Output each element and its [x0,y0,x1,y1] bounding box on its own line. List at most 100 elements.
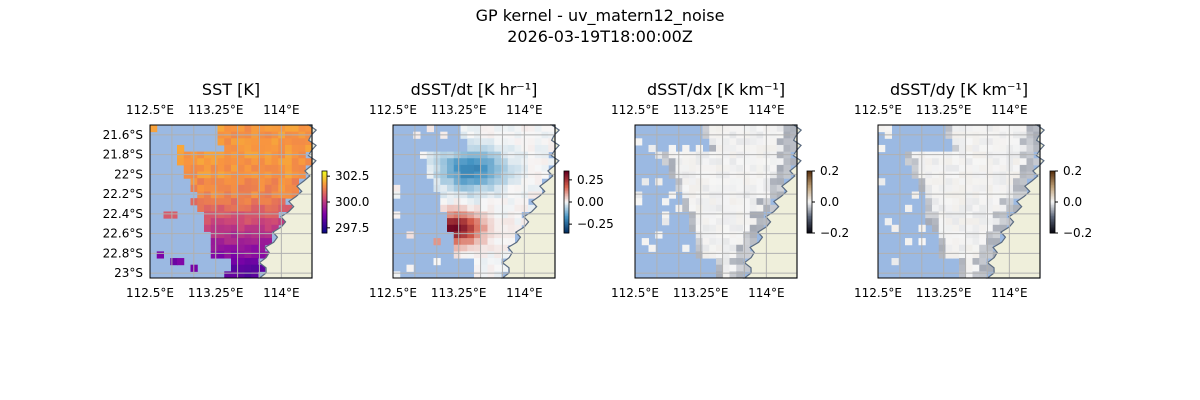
heatmap-cell [749,158,757,166]
heatmap-cell [709,125,717,133]
heatmap-cell [251,211,259,219]
heatmap-cell [494,224,502,232]
heatmap-cell [501,125,509,133]
heatmap-cell [635,198,643,206]
heatmap-cell [979,244,987,252]
heatmap-cell [979,251,987,259]
heatmap-cell [979,151,987,159]
colorbar-segment [807,208,812,211]
heatmap-cell [911,191,919,199]
heatmap-cell [716,184,724,193]
heatmap-cell [271,191,279,199]
heatmap-cell [170,211,178,219]
heatmap-cell [534,158,542,166]
heatmap-cell [959,151,967,159]
heatmap-cell [447,171,455,179]
colorbar-segment [322,226,327,229]
heatmap-cell [959,211,967,219]
x-tick-label-top: 113.25°E [673,103,729,117]
heatmap-cell [514,164,522,173]
heatmap-cell [278,144,286,153]
panel-title: dSST/dy [K km⁻¹] [890,80,1028,99]
heatmap-cell [986,178,994,186]
heatmap-cell [986,211,994,219]
colorbar-segment [1050,180,1055,183]
heatmap-cell [278,204,286,212]
colorbar-segment [564,228,569,231]
heatmap-cell [729,231,737,239]
heatmap-cell [453,184,461,193]
heatmap-cell [487,184,495,193]
colorbar-segment [1050,194,1055,197]
heatmap-cell [474,164,482,173]
heatmap-cell [231,231,239,239]
heatmap-cell [210,204,218,212]
heatmap-cell [763,138,771,146]
heatmap-cell [291,151,299,159]
heatmap-cell [965,204,973,212]
heatmap-cell [722,164,730,173]
colorbar-segment [564,202,569,205]
heatmap-cell [453,211,461,219]
colorbar-segment [807,214,812,217]
colorbar-segment [322,223,327,226]
heatmap-cell [756,138,764,146]
colorbar-segment [322,194,327,197]
heatmap-cell [453,218,461,226]
heatmap-cell [979,191,987,199]
heatmap-cell [501,218,509,226]
heatmap-cell [487,271,495,279]
heatmap-cell [1033,158,1041,166]
heatmap-cell [992,211,1000,219]
heatmap-cell [702,171,710,179]
heatmap-cell [521,191,529,199]
heatmap-cell [528,125,536,133]
heatmap-cell [945,244,953,252]
colorbar-tick-label: 302.5 [335,169,369,183]
heatmap-cell [763,158,771,166]
heatmap-cell [258,224,266,232]
heatmap-cell [945,198,953,206]
heatmap-cell [972,171,980,179]
heatmap-cell [521,198,529,206]
heatmap-cell [285,138,293,146]
heatmap-cell [1013,191,1021,199]
heatmap-cell [224,138,232,146]
heatmap-cell [224,158,232,166]
heatmap-cell [480,204,488,212]
heatmap-cell [204,178,212,186]
heatmap-cell [541,138,549,146]
heatmap-cell [662,151,670,159]
heatmap-cell [756,164,764,173]
heatmap-cell [258,151,266,159]
heatmap-cell [979,204,987,212]
heatmap-cell [743,198,751,206]
colorbar-segment [564,217,569,220]
heatmap-cell [244,171,252,179]
heatmap-cell [749,224,757,232]
heatmap-cell [979,164,987,173]
heatmap-cell [528,164,536,173]
heatmap-cell [1006,198,1014,206]
heatmap-cell [932,178,940,186]
heatmap-cell [689,151,697,159]
x-tick-label-top: 112.5°E [369,103,417,117]
heatmap-cell [480,218,488,226]
heatmap-cell [298,151,306,159]
heatmap-cell [217,171,225,179]
heatmap-cell [460,151,468,159]
heatmap-cell [716,271,724,279]
figure-subtitle: 2026-03-19T18:00:00Z [507,27,693,46]
heatmap-cell [467,151,475,159]
heatmap-cell [494,258,502,266]
colorbar-segment [564,203,569,206]
heatmap-cell [258,164,266,173]
heatmap-cell [264,178,272,186]
heatmap-cell [426,164,434,173]
heatmap-cell [231,191,239,199]
heatmap-cell [285,144,293,153]
heatmap-cell [770,164,778,173]
heatmap-cell [487,264,495,272]
heatmap-cell [541,125,549,133]
heatmap-cell [736,171,744,179]
